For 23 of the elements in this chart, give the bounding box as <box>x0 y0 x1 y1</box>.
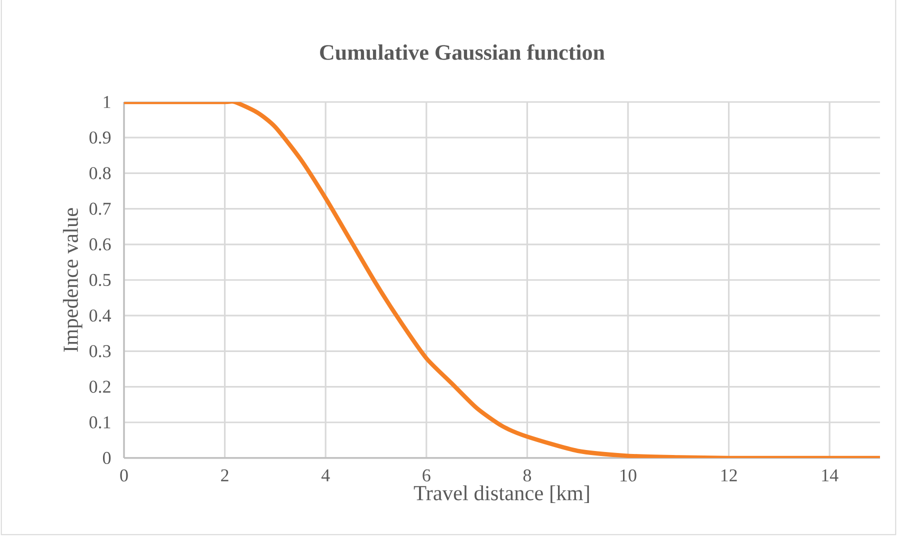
x-tick-label: 4 <box>321 469 330 482</box>
line-series <box>124 102 880 458</box>
y-tick-label: 0.8 <box>89 167 111 180</box>
y-tick-label: 0.9 <box>89 131 111 144</box>
y-tick-label: 0.3 <box>89 345 111 358</box>
y-tick-label: 0.6 <box>89 238 111 250</box>
y-tick-label: 0.1 <box>89 416 110 428</box>
x-tick-label: 10 <box>620 469 636 482</box>
y-tick-label: 0.7 <box>89 202 111 215</box>
y-tick-label: 0.4 <box>89 309 112 322</box>
chart-title: Cumulative Gaussian function <box>320 44 605 60</box>
x-tick-label: 12 <box>721 469 737 482</box>
x-tick-label: 6 <box>422 469 430 482</box>
y-tick-label: 0 <box>102 452 111 464</box>
x-axis-title: Travel distance [km] <box>414 485 589 503</box>
y-tick-label: 1 <box>104 96 110 108</box>
x-tick-label: 0 <box>120 469 128 482</box>
y-tick-label: 0.2 <box>89 380 110 393</box>
x-tick-label: 14 <box>822 469 838 482</box>
y-tick-label: 0.5 <box>89 274 111 286</box>
x-tick-label: 2 <box>221 469 228 482</box>
x-tick-label: 8 <box>523 469 532 482</box>
y-axis-title: Impedence value <box>62 208 82 352</box>
